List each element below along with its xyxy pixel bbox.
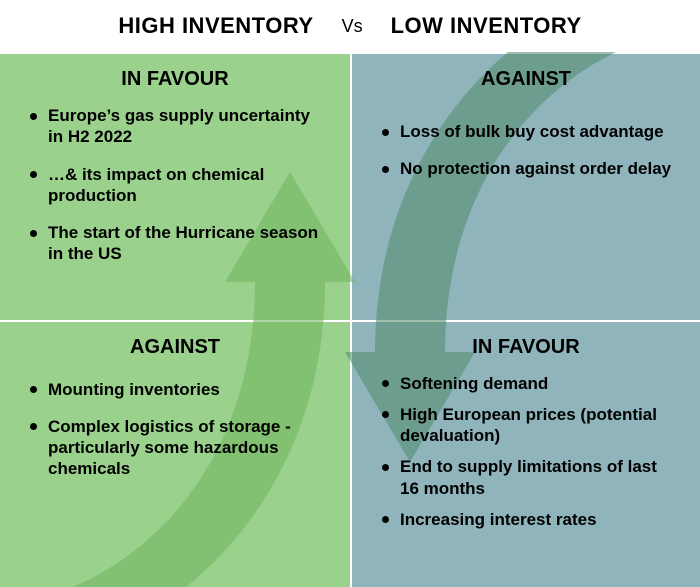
bullet-list: Loss of bulk buy cost advantage No protec… xyxy=(376,121,676,180)
bullet-item: Softening demand xyxy=(382,373,676,394)
quadrant-top-right: AGAINST Loss of bulk buy cost advantage N… xyxy=(350,52,700,320)
bullet-list: Mounting inventories Complex logistics of… xyxy=(24,379,326,480)
quadrant-bottom-left: AGAINST Mounting inventories Complex logi… xyxy=(0,320,350,587)
bullet-list: Europe’s gas supply uncertainty in H2 20… xyxy=(24,105,326,265)
bullet-item: High European prices (potential devaluat… xyxy=(382,404,676,447)
quadrant-bottom-right: IN FAVOUR Softening demand High European … xyxy=(350,320,700,587)
bullet-item: The start of the Hurricane season in the… xyxy=(30,222,326,265)
header-right-title: LOW INVENTORY xyxy=(391,13,582,39)
cell-title: AGAINST xyxy=(376,68,676,91)
cell-title: AGAINST xyxy=(24,336,326,359)
bullet-item: No protection against order delay xyxy=(382,158,676,179)
quadrant-grid: IN FAVOUR Europe’s gas supply uncertaint… xyxy=(0,52,700,587)
header: HIGH INVENTORY Vs LOW INVENTORY xyxy=(0,0,700,52)
bullet-item: …& its impact on chemical production xyxy=(30,164,326,207)
cell-title: IN FAVOUR xyxy=(24,68,326,91)
bullet-item: Mounting inventories xyxy=(30,379,326,400)
bullet-item: Increasing interest rates xyxy=(382,509,676,530)
header-vs: Vs xyxy=(342,16,363,37)
bullet-item: Complex logistics of storage - particula… xyxy=(30,416,326,480)
cell-title: IN FAVOUR xyxy=(376,336,676,359)
quadrant-top-left: IN FAVOUR Europe’s gas supply uncertaint… xyxy=(0,52,350,320)
bullet-item: End to supply limitations of last 16 mon… xyxy=(382,456,676,499)
header-left-title: HIGH INVENTORY xyxy=(118,13,313,39)
bullet-list: Softening demand High European prices (po… xyxy=(376,373,676,531)
bullet-item: Loss of bulk buy cost advantage xyxy=(382,121,676,142)
bullet-item: Europe’s gas supply uncertainty in H2 20… xyxy=(30,105,326,148)
